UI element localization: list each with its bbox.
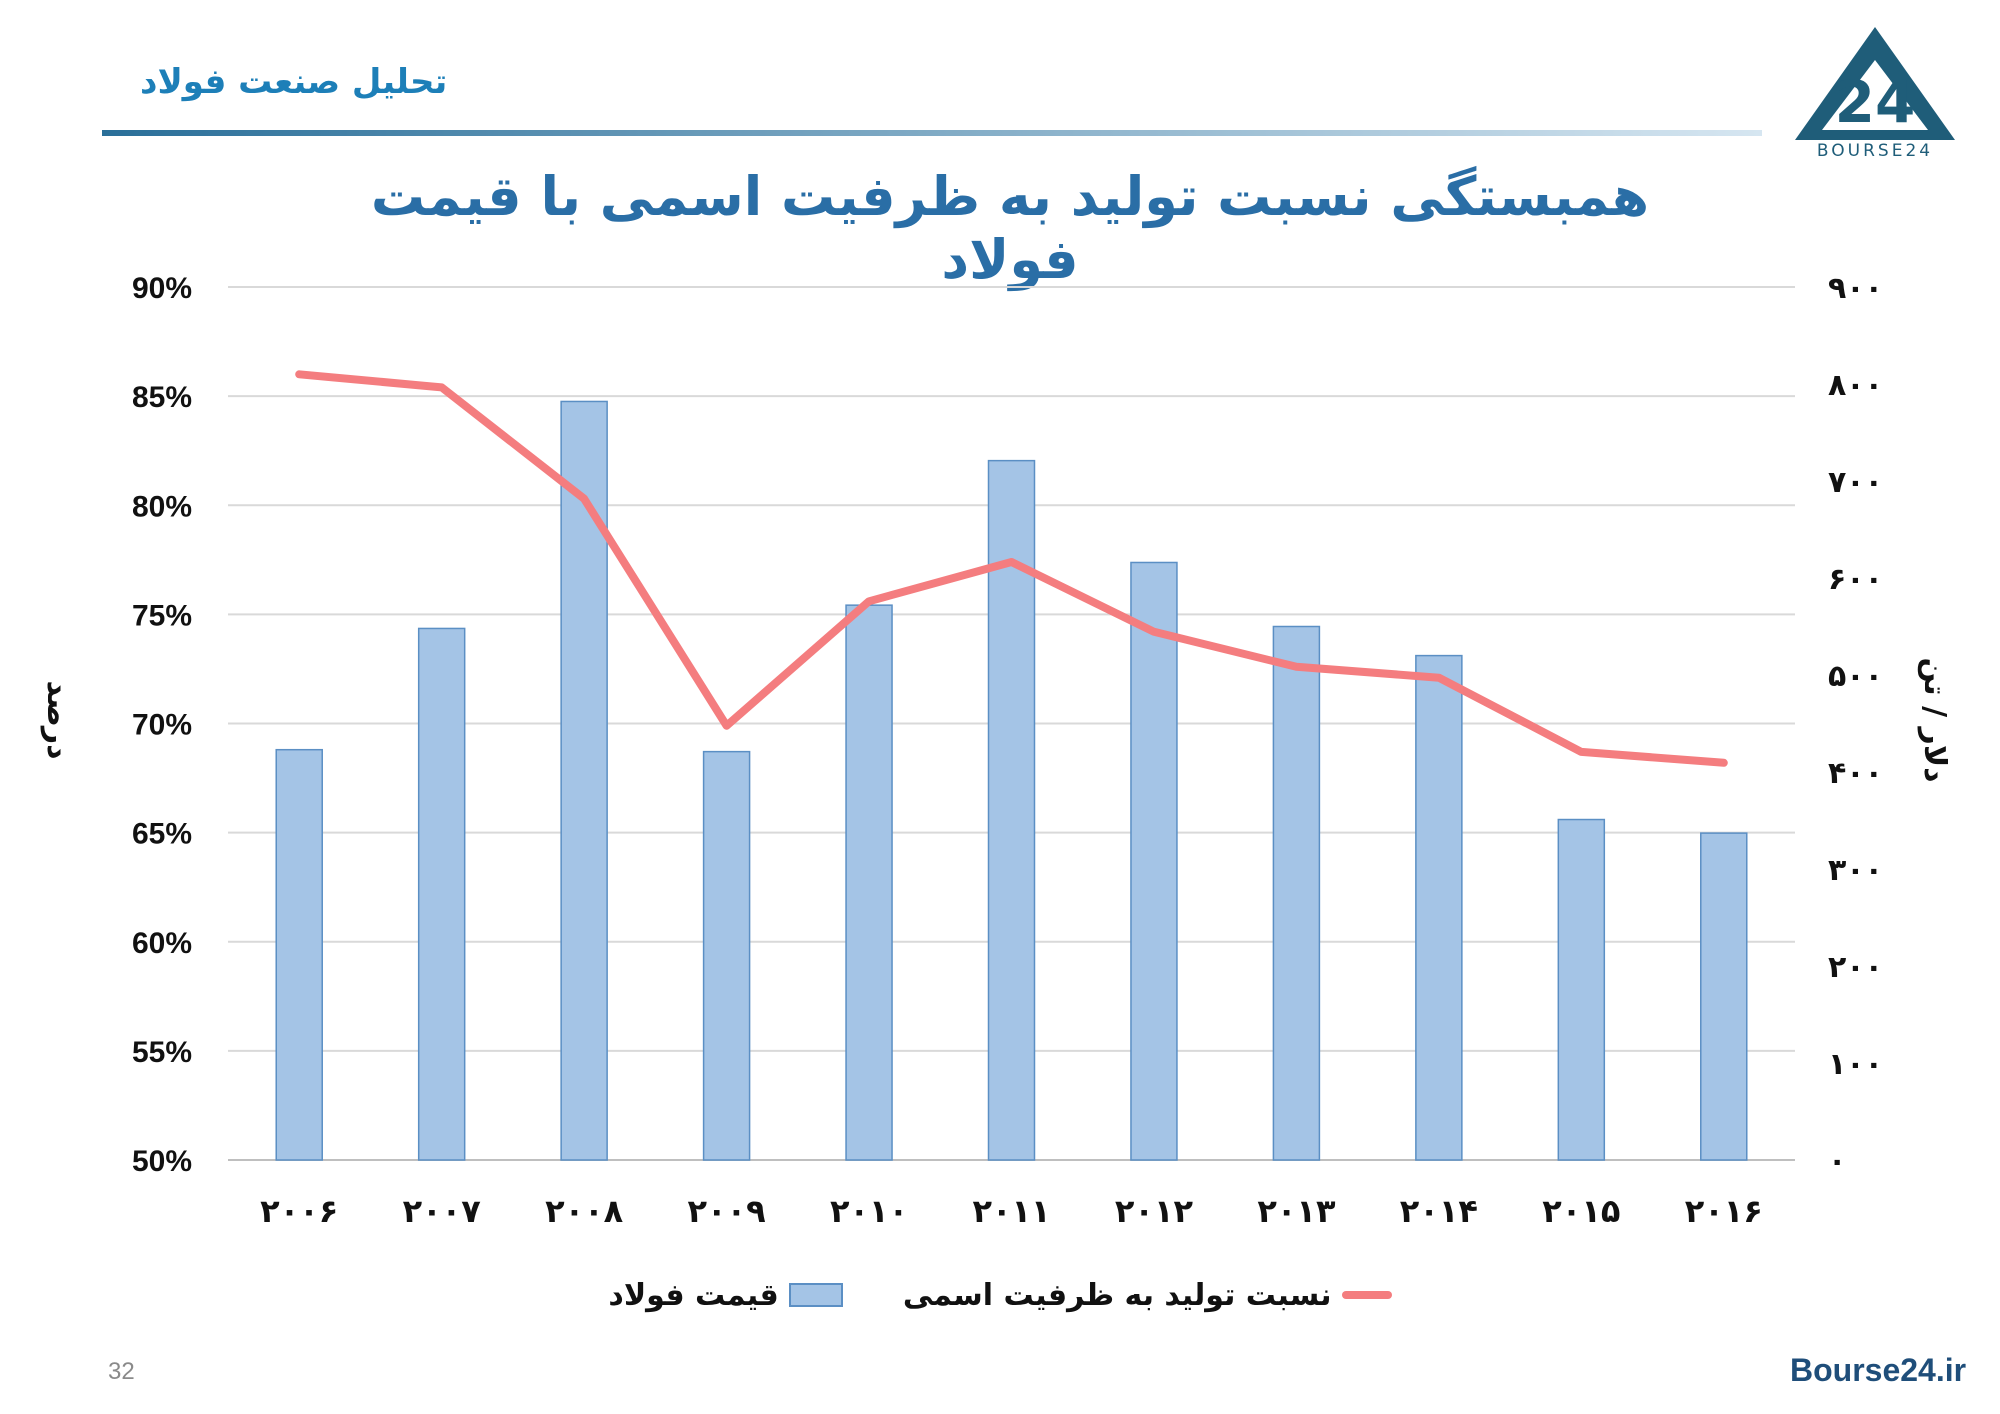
x-tick-label: ۲۰۱۳: [1257, 1192, 1336, 1230]
right-tick-label: ۱۰۰: [1828, 1047, 1883, 1082]
x-tick-label: ۲۰۰۸: [545, 1192, 624, 1230]
bar: [1415, 654, 1463, 1161]
line-point: [1580, 750, 1583, 753]
left-tick-label: 85%: [132, 381, 192, 414]
header-divider: [102, 130, 1762, 136]
line-point: [1722, 761, 1725, 764]
bar: [1700, 832, 1748, 1161]
right-tick-label: ۴۰۰: [1828, 756, 1883, 791]
right-tick-label: ۰: [1828, 1144, 1846, 1179]
x-tick-label: ۲۰۱۴: [1400, 1192, 1478, 1230]
line-point: [868, 600, 871, 603]
x-tick-label: ۲۰۱۱: [972, 1192, 1050, 1230]
line-point: [440, 386, 443, 389]
x-tick-label: ۲۰۱۰: [830, 1192, 908, 1230]
chart-title: همبستگی نسبت تولید به ظرفیت اسمی با قیمت…: [370, 165, 1650, 291]
right-axis-ticks: ۰ ۱۰۰ ۲۰۰ ۳۰۰ ۴۰۰ ۵۰۰ ۶۰۰ ۷۰۰ ۸۰۰ ۹۰۰: [1828, 271, 1883, 1179]
line-series: [295, 370, 1728, 767]
x-axis-ticks: ۲۰۰۶ ۲۰۰۷ ۲۰۰۸ ۲۰۰۹ ۲۰۱۰ ۲۰۱۱ ۲۰۱۲ ۲۰۱۳ ۲۰۱۴ ۲۰۱۵…: [260, 1192, 1763, 1230]
line-point: [1437, 676, 1440, 679]
left-tick-label: 80%: [132, 490, 192, 523]
right-tick-label: ۵۰۰: [1828, 659, 1883, 694]
bar: [987, 459, 1036, 1161]
x-tick-label: ۲۰۰۹: [688, 1192, 766, 1230]
x-tick-label: ۲۰۱۶: [1685, 1192, 1763, 1230]
right-tick-label: ۷۰۰: [1828, 465, 1883, 500]
right-tick-label: ۸۰۰: [1828, 368, 1883, 403]
logo-text: BOURSE24: [1816, 141, 1934, 161]
left-axis-label: درصد: [40, 681, 75, 760]
bar: [1130, 561, 1178, 1161]
left-tick-label: 70%: [132, 709, 192, 742]
line-point: [583, 497, 586, 500]
header-title: تحلیل صنعت فولاد: [140, 62, 448, 102]
x-tick-label: ۲۰۱۵: [1542, 1192, 1620, 1230]
right-tick-label: ۳۰۰: [1828, 853, 1883, 888]
left-tick-label: 50%: [132, 1145, 192, 1178]
right-axis-label: دلار / تن: [1917, 657, 1952, 782]
left-tick-label: 65%: [132, 818, 192, 851]
bar: [275, 748, 323, 1161]
bar: [560, 400, 608, 1161]
line-point: [298, 373, 301, 376]
x-tick-label: ۲۰۰۷: [403, 1192, 482, 1230]
bar: [1272, 625, 1321, 1161]
line-point: [725, 724, 728, 727]
chart-legend: نسبت تولید به ظرفیت اسمی قیمت فولاد: [600, 1270, 1400, 1320]
bar: [702, 750, 751, 1161]
legend-item-bar: قیمت فولاد: [608, 1277, 843, 1313]
left-tick-label: 60%: [132, 927, 192, 960]
bar-series: [275, 400, 1748, 1161]
svg-text:24: 24: [1835, 68, 1916, 136]
line-point: [1152, 630, 1155, 633]
bourse24-logo-icon: 24: [1795, 27, 1955, 140]
left-tick-label: 90%: [132, 272, 192, 305]
legend-bar-swatch: [788, 1283, 843, 1307]
site-url: Bourse24.ir: [1790, 1352, 1967, 1388]
bar: [1557, 818, 1606, 1161]
legend-line-swatch: [1341, 1291, 1392, 1299]
line-point: [1010, 560, 1013, 563]
x-tick-label: ۲۰۰۶: [260, 1192, 338, 1230]
right-tick-label: ۲۰۰: [1828, 950, 1883, 985]
left-tick-label: 55%: [132, 1036, 192, 1069]
left-axis-ticks: 50% 55% 60% 65% 70% 75% 80% 85% 90%: [132, 272, 192, 1178]
bar: [845, 604, 893, 1161]
legend-line-label: نسبت تولید به ظرفیت اسمی: [902, 1277, 1332, 1313]
legend-item-line: نسبت تولید به ظرفیت اسمی: [903, 1278, 1392, 1313]
bar: [417, 627, 466, 1161]
page-number: 32: [108, 1358, 135, 1385]
right-tick-label: ۹۰۰: [1828, 271, 1883, 306]
legend-bar-label: قیمت فولاد: [608, 1277, 779, 1313]
x-tick-label: ۲۰۱۲: [1115, 1192, 1194, 1230]
right-tick-label: ۶۰۰: [1828, 562, 1883, 597]
left-tick-label: 75%: [132, 599, 192, 632]
line-point: [1295, 665, 1298, 668]
